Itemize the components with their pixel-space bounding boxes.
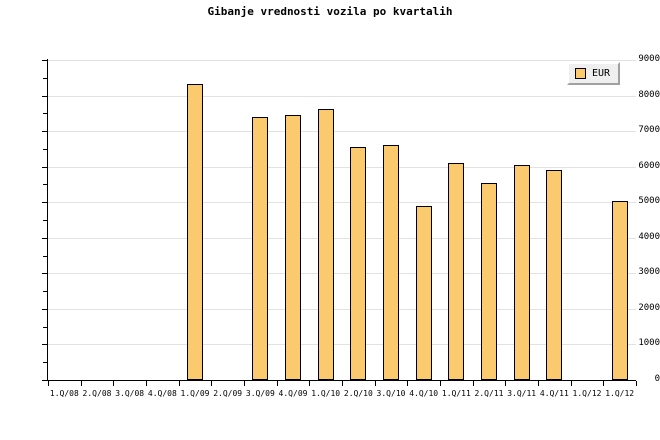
- y-axis-label: 0: [654, 374, 660, 384]
- x-axis-tick: [505, 381, 506, 386]
- bar: [514, 165, 530, 380]
- x-axis-tick: [342, 381, 343, 386]
- y-axis-minor-tick: [43, 291, 47, 292]
- bar: [383, 145, 399, 380]
- y-axis-tick: [42, 131, 47, 132]
- x-axis-label: 4.Q/09: [278, 389, 308, 398]
- x-axis-tick: [146, 381, 147, 386]
- x-axis-label: 4.Q/10: [409, 389, 439, 398]
- y-axis-minor-tick: [43, 149, 47, 150]
- y-axis-line: [47, 59, 48, 381]
- y-axis-tick: [42, 344, 47, 345]
- x-axis-tick: [571, 381, 572, 386]
- gridline: [48, 309, 636, 310]
- y-axis-tick: [42, 96, 47, 97]
- y-axis-minor-tick: [43, 113, 47, 114]
- bar: [350, 147, 366, 380]
- plot-background: [48, 60, 636, 380]
- gridline: [48, 60, 636, 61]
- bar: [187, 84, 203, 380]
- gridline: [48, 273, 636, 274]
- x-axis-tick: [473, 381, 474, 386]
- x-axis-tick: [440, 381, 441, 386]
- x-axis-label: 4.Q/08: [147, 389, 177, 398]
- bar: [416, 206, 432, 380]
- gridline: [48, 131, 636, 132]
- x-axis-line: [47, 380, 636, 381]
- y-axis-minor-tick: [43, 256, 47, 257]
- x-axis-tick: [309, 381, 310, 386]
- y-axis-minor-tick: [43, 362, 47, 363]
- plot-area: [48, 60, 636, 380]
- x-axis-label: 1.Q/10: [311, 389, 341, 398]
- y-axis-tick: [42, 309, 47, 310]
- x-axis-tick: [179, 381, 180, 386]
- x-axis-tick: [277, 381, 278, 386]
- bar: [252, 117, 268, 380]
- legend-swatch-eur: [575, 68, 586, 79]
- x-axis-label: 1.Q/08: [49, 389, 79, 398]
- gridline: [48, 202, 636, 203]
- x-axis-label: 1.Q/09: [180, 389, 210, 398]
- y-axis-label: 6000: [638, 161, 660, 171]
- x-axis-tick: [211, 381, 212, 386]
- bar: [546, 170, 562, 380]
- x-axis-label: 3.Q/08: [115, 389, 145, 398]
- y-axis-minor-tick: [43, 78, 47, 79]
- gridline: [48, 238, 636, 239]
- x-axis-label: 2.Q/10: [343, 389, 373, 398]
- x-axis-tick: [538, 381, 539, 386]
- y-axis-tick: [42, 60, 47, 61]
- x-axis-label: 3.Q/11: [507, 389, 537, 398]
- y-axis-tick: [42, 202, 47, 203]
- y-axis-minor-tick: [43, 327, 47, 328]
- legend-label-eur: EUR: [592, 68, 611, 79]
- x-axis-tick: [636, 381, 637, 386]
- y-axis-label: 1000: [638, 338, 660, 348]
- y-axis-label: 5000: [638, 196, 660, 206]
- y-axis-label: 7000: [638, 125, 660, 135]
- bar: [285, 115, 301, 380]
- y-axis-minor-tick: [43, 220, 47, 221]
- gridline: [48, 167, 636, 168]
- bar: [481, 183, 497, 380]
- x-axis-label: 1.Q/12: [605, 389, 635, 398]
- bar: [612, 201, 628, 380]
- y-axis-label: 8000: [638, 90, 660, 100]
- x-axis-tick: [113, 381, 114, 386]
- x-axis-tick: [81, 381, 82, 386]
- x-axis-tick: [603, 381, 604, 386]
- y-axis-tick: [42, 167, 47, 168]
- y-axis-minor-tick: [43, 184, 47, 185]
- x-axis-label: 1.Q/11: [441, 389, 471, 398]
- x-axis-tick: [48, 381, 49, 386]
- x-axis-tick: [375, 381, 376, 386]
- bar: [318, 109, 334, 380]
- x-axis-label: 2.Q/11: [474, 389, 504, 398]
- x-axis-label: 3.Q/10: [376, 389, 406, 398]
- x-axis-label: 1.Q/12: [572, 389, 602, 398]
- legend: EUR: [567, 62, 621, 85]
- x-axis-tick: [244, 381, 245, 386]
- y-axis-tick: [42, 380, 47, 381]
- gridline: [48, 96, 636, 97]
- x-axis-label: 2.Q/08: [82, 389, 112, 398]
- y-axis-label: 4000: [638, 232, 660, 242]
- bar: [448, 163, 464, 380]
- y-axis-tick: [42, 238, 47, 239]
- gridline: [48, 344, 636, 345]
- y-axis-label: 2000: [638, 303, 660, 313]
- y-axis-label: 9000: [638, 54, 660, 64]
- x-axis-label: 2.Q/09: [213, 389, 243, 398]
- y-axis-label: 3000: [638, 267, 660, 277]
- y-axis-tick: [42, 273, 47, 274]
- x-axis-label: 3.Q/09: [245, 389, 275, 398]
- x-axis-tick: [407, 381, 408, 386]
- chart-title: Gibanje vrednosti vozila po kvartalih: [207, 5, 453, 18]
- x-axis-label: 4.Q/11: [539, 389, 569, 398]
